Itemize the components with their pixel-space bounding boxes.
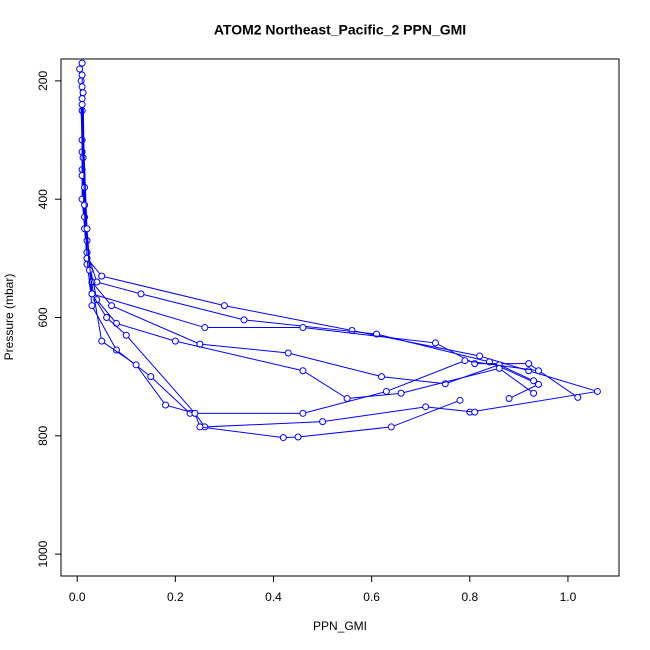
y-tick-label: 1000 <box>36 540 50 567</box>
data-point <box>476 352 484 360</box>
data-point <box>456 396 464 404</box>
x-tick-label: 0.4 <box>265 590 282 604</box>
data-point <box>382 387 390 395</box>
data-point <box>137 290 145 298</box>
data-point <box>201 324 209 332</box>
data-point <box>505 395 513 403</box>
data-point <box>77 77 85 85</box>
data-point <box>431 339 439 347</box>
x-tick-label: 1.0 <box>560 590 577 604</box>
data-point <box>85 266 93 274</box>
profile-line <box>81 74 534 385</box>
data-point <box>593 387 601 395</box>
data-point <box>78 59 86 67</box>
data-point <box>471 408 479 416</box>
profile-line <box>80 80 579 398</box>
data-point <box>112 346 120 354</box>
profile-line <box>81 98 475 428</box>
data-point <box>397 389 405 397</box>
data-point <box>387 423 395 431</box>
data-point <box>78 95 86 103</box>
data-point <box>284 349 292 357</box>
data-point <box>78 71 86 79</box>
data-point <box>299 367 307 375</box>
x-tick-label: 0.2 <box>167 590 184 604</box>
profile-line <box>81 63 598 413</box>
y-tick-label: 600 <box>36 307 50 327</box>
data-point <box>530 377 538 385</box>
data-point <box>88 290 96 298</box>
data-point <box>171 337 179 345</box>
y-tick-label: 800 <box>36 425 50 445</box>
data-point <box>535 367 543 375</box>
data-point <box>78 83 86 91</box>
data-point <box>191 409 199 417</box>
x-axis-label: PPN_GMI <box>313 619 367 633</box>
data-point <box>79 89 87 97</box>
data-point <box>162 401 170 409</box>
data-point <box>422 403 430 411</box>
data-point <box>495 364 503 372</box>
data-point <box>525 360 533 368</box>
data-point <box>299 409 307 417</box>
x-tick-label: 0.0 <box>69 590 86 604</box>
data-point <box>98 272 106 280</box>
data-point <box>299 324 307 332</box>
data-point <box>147 373 155 381</box>
data-point <box>196 423 204 431</box>
data-point <box>108 302 116 310</box>
data-point <box>78 101 86 109</box>
y-axis-label: Pressure (mbar) <box>2 274 16 361</box>
data-point <box>88 302 96 310</box>
data-point <box>132 361 140 369</box>
y-tick-label: 200 <box>36 71 50 91</box>
data-point <box>294 433 302 441</box>
y-tick-label: 400 <box>36 189 50 209</box>
data-point <box>279 434 287 442</box>
data-point <box>461 357 469 365</box>
data-point <box>319 418 327 426</box>
profile-line <box>82 92 539 414</box>
data-point <box>530 389 538 397</box>
data-point <box>377 373 385 381</box>
data-point <box>112 319 120 327</box>
data-point <box>574 393 582 401</box>
profile-line <box>81 86 534 400</box>
x-tick-label: 0.8 <box>461 590 478 604</box>
data-point <box>535 380 543 388</box>
data-point <box>122 331 130 339</box>
data-point <box>220 302 228 310</box>
data-point <box>83 225 91 233</box>
x-tick-label: 0.6 <box>363 590 380 604</box>
data-point <box>343 395 351 403</box>
profile-line <box>79 69 540 399</box>
data-point <box>98 337 106 345</box>
data-point <box>103 314 111 321</box>
profile-line <box>81 104 461 439</box>
plot-frame <box>60 58 620 577</box>
data-point <box>240 316 248 324</box>
chart-title: ATOM2 Northeast_Pacific_2 PPN_GMI <box>214 22 466 38</box>
data-point <box>76 65 84 73</box>
